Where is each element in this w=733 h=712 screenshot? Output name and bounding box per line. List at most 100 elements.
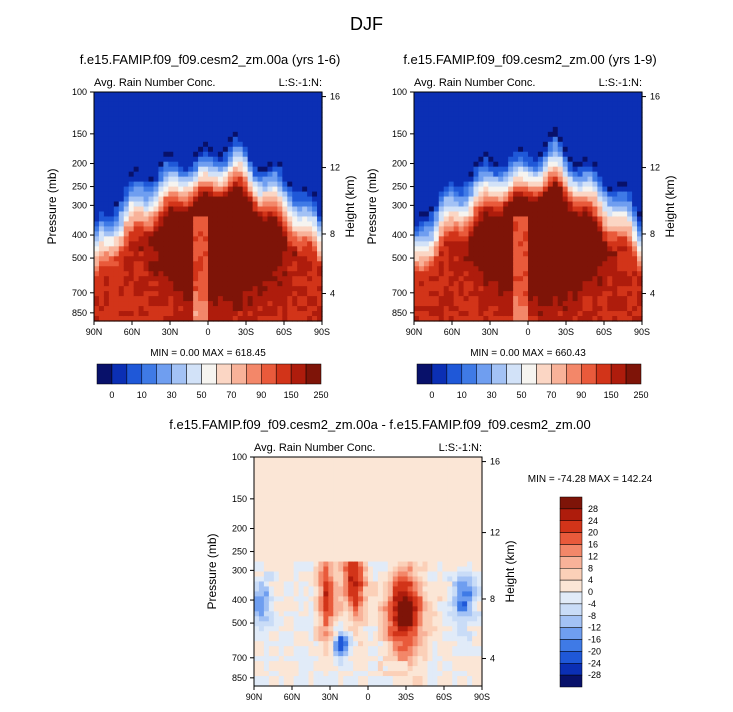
- heatmap-cell: [118, 116, 125, 123]
- heatmap-cell: [523, 221, 529, 228]
- heatmap-cell: [262, 126, 269, 133]
- heatmap-cell: [557, 286, 564, 292]
- heatmap-cell: [458, 106, 465, 113]
- heatmap-cell: [128, 171, 135, 178]
- heatmap-cell: [108, 311, 115, 317]
- heatmap-cell: [247, 221, 254, 228]
- heatmap-cell: [458, 296, 465, 302]
- heatmap-cell: [518, 186, 524, 193]
- heatmap-cell: [237, 156, 244, 163]
- heatmap-cell: [597, 306, 603, 312]
- heatmap-cell: [557, 236, 564, 242]
- heatmap-cell: [98, 301, 105, 307]
- heatmap-cell: [263, 661, 270, 667]
- heatmap-cell: [518, 271, 524, 277]
- heatmap-cell: [258, 596, 265, 602]
- heatmap-cell: [217, 286, 224, 292]
- heatmap-cell: [138, 286, 145, 292]
- heatmap-cell: [158, 171, 164, 178]
- heatmap-cell: [582, 241, 589, 247]
- heatmap-cell: [288, 666, 295, 672]
- heatmap-cell: [278, 536, 285, 543]
- heatmap-cell: [282, 281, 288, 287]
- heatmap-cell: [448, 146, 455, 153]
- heatmap-cell: [198, 271, 204, 277]
- heatmap-cell: [163, 201, 169, 208]
- heatmap-cell: [542, 306, 549, 312]
- heatmap-cell: [232, 106, 239, 113]
- heatmap-cell: [258, 561, 265, 568]
- heatmap-cell: [592, 101, 598, 108]
- heatmap-cell: [582, 166, 589, 173]
- heatmap-cell: [212, 221, 219, 228]
- heatmap-cell: [627, 121, 633, 128]
- heatmap-cell: [277, 101, 283, 108]
- heatmap-cell: [508, 106, 514, 113]
- heatmap-cell: [163, 206, 169, 213]
- x-tick-label: 60N: [444, 327, 461, 337]
- heatmap-cell: [493, 251, 499, 257]
- heatmap-cell: [287, 296, 293, 302]
- heatmap-cell: [303, 546, 310, 553]
- heatmap-cell: [523, 156, 529, 163]
- heatmap-cell: [627, 96, 633, 103]
- heatmap-cell: [473, 161, 480, 168]
- heatmap-cell: [297, 251, 303, 257]
- heatmap-cell: [153, 156, 160, 163]
- heatmap-cell: [508, 176, 514, 183]
- heatmap-cell: [443, 271, 450, 277]
- heatmap-cell: [513, 96, 519, 103]
- heatmap-cell: [143, 92, 150, 98]
- heatmap-cell: [287, 291, 293, 297]
- heatmap-cell: [128, 111, 135, 118]
- heatmap-cell: [282, 291, 288, 297]
- heatmap-cell: [478, 261, 484, 267]
- heatmap-cell: [123, 181, 130, 188]
- heatmap-cell: [503, 171, 509, 178]
- heatmap-cell: [458, 281, 465, 287]
- heatmap-cell: [273, 556, 280, 563]
- heatmap-cell: [267, 311, 274, 317]
- heatmap-cell: [627, 151, 633, 158]
- heatmap-cell: [547, 131, 554, 138]
- heatmap-cell: [607, 211, 613, 218]
- heatmap-cell: [448, 251, 455, 257]
- heatmap-cell: [532, 156, 539, 163]
- heatmap-cell: [247, 106, 254, 113]
- heatmap-cell: [414, 166, 420, 173]
- heatmap-cell: [283, 496, 290, 503]
- heatmap-cell: [237, 211, 244, 218]
- heatmap-cell: [453, 146, 460, 153]
- heatmap-cell: [188, 96, 194, 103]
- heatmap-cell: [94, 281, 100, 287]
- heatmap-cell: [552, 221, 559, 228]
- heatmap-cell: [308, 661, 315, 667]
- heatmap-cell: [103, 171, 110, 178]
- heatmap-cell: [254, 611, 260, 617]
- heatmap-cell: [428, 296, 435, 302]
- heatmap-cell: [313, 631, 320, 637]
- heatmap-cell: [258, 656, 265, 662]
- heatmap-cell: [562, 206, 569, 213]
- heatmap-cell: [532, 241, 539, 247]
- heatmap-cell: [272, 226, 278, 232]
- heatmap-cell: [293, 461, 300, 468]
- heatmap-cell: [448, 291, 455, 297]
- heatmap-cell: [278, 601, 285, 607]
- heatmap-cell: [277, 201, 283, 208]
- heatmap-cell: [267, 211, 274, 218]
- y2-axis-label: Height (km): [343, 175, 357, 237]
- heatmap-cell: [562, 196, 569, 203]
- heatmap-cell: [257, 116, 264, 123]
- heatmap-cell: [283, 616, 290, 622]
- heatmap-cell: [523, 136, 529, 143]
- heatmap-cell: [242, 171, 249, 178]
- heatmap-cell: [188, 136, 194, 143]
- heatmap-cell: [473, 166, 480, 173]
- heatmap-cell: [282, 201, 288, 208]
- heatmap-cell: [98, 161, 105, 168]
- heatmap-cell: [637, 236, 643, 242]
- heatmap-cell: [287, 281, 293, 287]
- heatmap-cell: [198, 241, 204, 247]
- heatmap-cell: [183, 171, 189, 178]
